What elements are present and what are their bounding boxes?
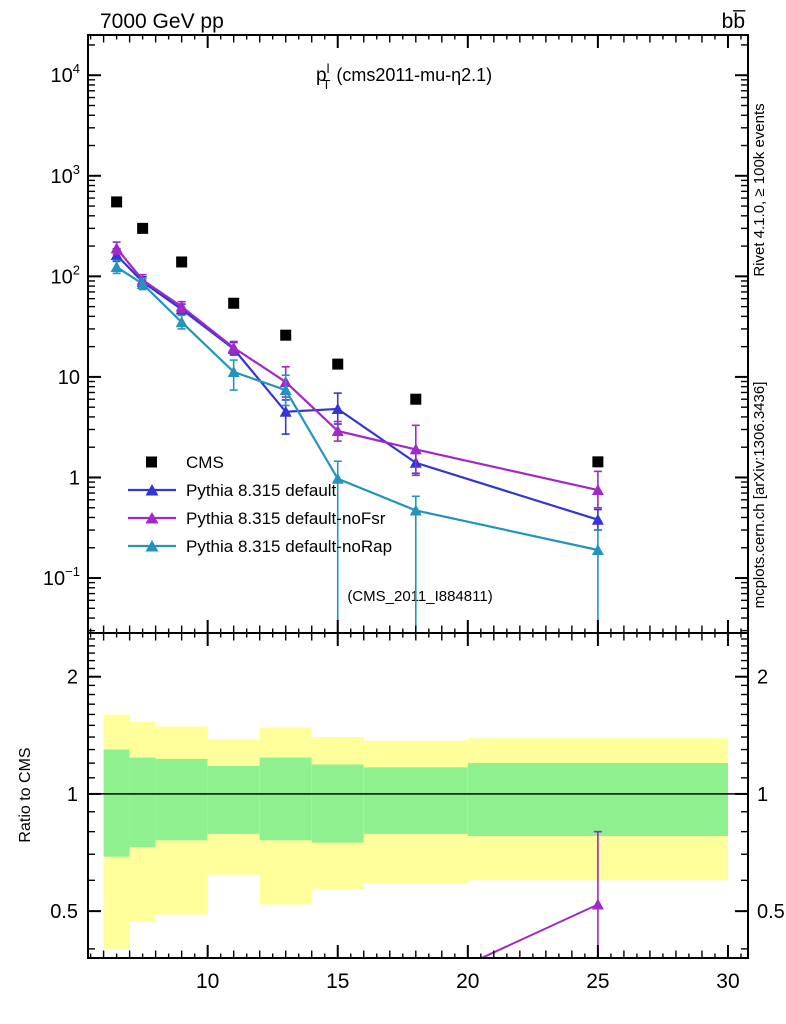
legend-label: Pythia 8.315 default	[186, 481, 337, 500]
triangle-marker	[279, 384, 292, 396]
axis-tick-label: 104	[51, 61, 80, 87]
axis-tick-label: 10	[58, 367, 80, 389]
plot-title-subscript: T	[322, 77, 330, 92]
series-line	[115, 247, 599, 492]
triangle-marker	[110, 242, 123, 254]
axis-tick-label: 0.5	[757, 901, 785, 923]
triangle-marker	[331, 472, 344, 484]
green-band-bin	[259, 757, 312, 841]
triangle-marker	[591, 513, 604, 525]
legend-label: Pythia 8.315 default-noRap	[186, 537, 392, 556]
square-marker	[332, 358, 344, 370]
square-marker	[592, 456, 604, 468]
series-line	[116, 266, 599, 552]
legend: CMS Pythia 8.315 default Pythia 8.315 de…	[128, 453, 392, 556]
axis-tick-label: 1	[757, 784, 768, 806]
ratio-series	[479, 830, 604, 958]
triangle-marker	[591, 484, 604, 496]
triangle-marker	[331, 424, 344, 436]
plot-title-detail: (cms2011-mu-η2.1)	[336, 65, 492, 85]
triangle-marker	[591, 543, 604, 555]
green-band-bin	[311, 764, 364, 843]
square-marker	[228, 297, 240, 309]
triangle-marker	[136, 277, 149, 289]
triangle-marker	[145, 512, 159, 524]
triangle-marker	[175, 316, 188, 328]
axis-tick-label: 2	[757, 667, 768, 689]
triangle-marker	[279, 405, 292, 417]
axis-tick-label: 1	[67, 784, 78, 806]
legend-item-pythia-norap: Pythia 8.315 default-noRap	[128, 537, 392, 556]
axis-tick-label: 102	[51, 262, 80, 288]
beam-energy-title: 7000 GeV pp	[100, 10, 224, 33]
axis-tick-label: 15	[326, 970, 349, 993]
square-marker	[137, 222, 149, 234]
watermark-label: (CMS_2011_I884811)	[347, 588, 492, 605]
square-marker	[111, 196, 123, 208]
rivet-version-note: Rivet 4.1.0, ≥ 100k events	[751, 103, 768, 276]
triangle-marker	[331, 402, 344, 414]
series-cms	[111, 196, 604, 468]
plot-title-superscript: l	[327, 61, 330, 76]
axis-tick-label: 10−1	[43, 564, 80, 590]
axis-tick-label: 0.5	[50, 901, 78, 923]
green-band-bin	[363, 767, 468, 834]
green-band-bin	[207, 765, 260, 834]
green-band-bin	[129, 757, 156, 848]
axis-tick-label: 25	[586, 970, 609, 993]
series-line	[115, 254, 599, 521]
triangle-marker	[227, 341, 240, 353]
green-band-bin	[467, 763, 728, 836]
plot-title-symbol: p	[316, 65, 327, 86]
triangle-marker	[145, 540, 159, 552]
main-plot-data	[110, 196, 604, 633]
ratio-series-line	[479, 903, 599, 958]
triangle-marker	[409, 504, 422, 516]
square-marker	[280, 329, 292, 341]
legend-item-pythia-default: Pythia 8.315 default	[128, 481, 337, 500]
green-band-bin	[103, 749, 130, 857]
mcplots-reference-note: mcplots.cern.ch [arXiv:1306.3436]	[751, 382, 768, 609]
square-marker	[410, 393, 422, 405]
triangle-marker	[145, 484, 159, 496]
legend-item-cms: CMS	[146, 453, 224, 472]
legend-item-pythia-nofsr: Pythia 8.315 default-noFsr	[128, 509, 386, 528]
ratio-plot-data	[479, 830, 604, 958]
square-marker	[176, 256, 188, 268]
ratio-uncertainty-bands	[88, 714, 748, 949]
triangle-marker	[409, 443, 422, 455]
series-pythia-8-315-default-norap	[110, 259, 604, 633]
axis-tick-label: 2	[67, 667, 78, 689]
process-title: bb̅	[722, 10, 747, 33]
triangle-marker	[175, 300, 188, 312]
ratio-plot-frame	[87, 632, 749, 959]
axis-tick-label: 1	[69, 467, 80, 489]
axis-ticks	[88, 35, 748, 958]
ratio-axis-title: Ratio to CMS	[17, 747, 34, 842]
triangle-marker	[110, 260, 123, 272]
triangle-marker	[591, 898, 604, 910]
legend-label: Pythia 8.315 default-noFsr	[186, 509, 386, 528]
cms-square-marker	[146, 456, 157, 468]
axis-tick-label: 20	[456, 970, 479, 993]
plot-title: pl T (cms2011-mu-η2.1)	[316, 61, 492, 92]
series-pythia-8-315-default-nofsr	[110, 241, 604, 509]
axis-tick-label: 103	[51, 162, 80, 188]
triangle-marker	[227, 365, 240, 377]
axis-tick-label: 30	[716, 970, 739, 993]
axis-tick-label: 10	[196, 970, 219, 993]
green-band-bin	[155, 758, 208, 841]
legend-label: CMS	[186, 453, 224, 472]
